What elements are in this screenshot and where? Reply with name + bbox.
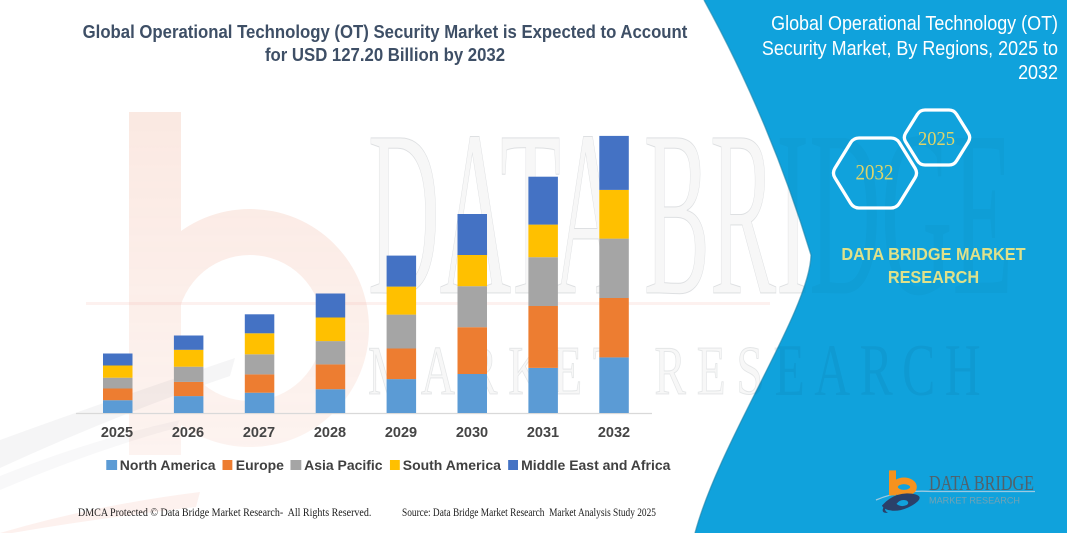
svg-text:DATA BRIDGE: DATA BRIDGE (929, 471, 1034, 495)
svg-text:2032: 2032 (856, 160, 894, 185)
svg-text:2025: 2025 (918, 128, 955, 150)
svg-text:MARKET RESEARCH: MARKET RESEARCH (929, 496, 1020, 507)
